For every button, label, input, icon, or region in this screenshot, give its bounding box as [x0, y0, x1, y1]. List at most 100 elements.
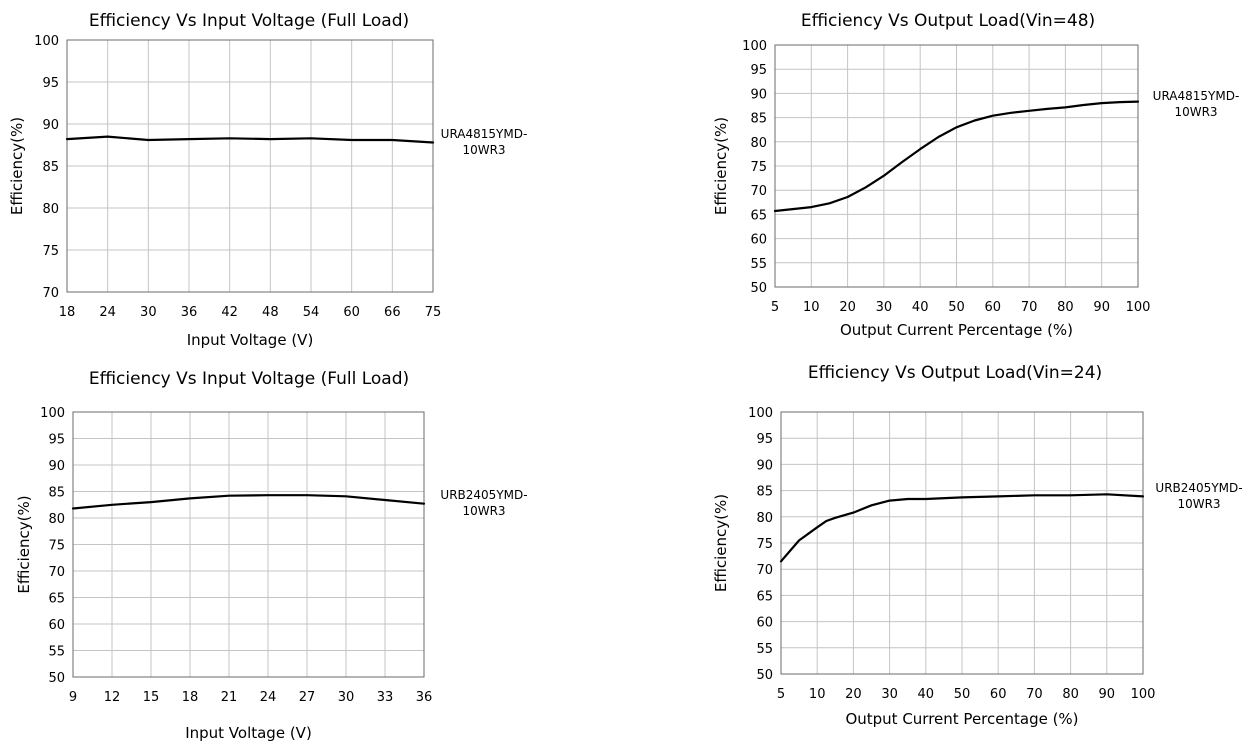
plot-frame — [780, 411, 1144, 675]
x-tick-label: 10 — [803, 300, 820, 315]
series-label-line: URA4815YMD- — [441, 127, 528, 141]
x-tick-label: 50 — [954, 687, 971, 702]
chart-2: Efficiency Vs Output Load(Vin=48) 50 55 60 6… — [712, 11, 1239, 339]
x-tick-label: 50 — [948, 300, 965, 315]
series-line-urb2405ymd-10wr3 — [779, 493, 1145, 563]
y-tick-label: 100 — [40, 406, 65, 421]
y-tick-label: 65 — [48, 592, 65, 607]
series-label: URA4815YMD- 10WR3 — [441, 127, 528, 157]
series-label-line: URB2405YMD- — [440, 488, 527, 502]
y-tick-label: 85 — [750, 112, 767, 127]
x-tick-label: 75 — [425, 305, 442, 320]
y-tick-label: 85 — [48, 486, 65, 501]
y-tick-label: 80 — [42, 202, 59, 217]
plot-frame — [66, 39, 434, 293]
y-tick-label: 80 — [756, 511, 773, 526]
gridlines — [72, 411, 425, 678]
x-tick-label: 30 — [338, 690, 355, 705]
y-tick-label: 70 — [750, 184, 767, 199]
y-tick-label: 95 — [756, 432, 773, 447]
x-tick-label: 18 — [182, 690, 199, 705]
y-tick-label: 55 — [756, 642, 773, 657]
plot-frame — [72, 411, 425, 678]
x-axis-label: Output Current Percentage (%) — [840, 321, 1073, 339]
y-tick-label: 70 — [48, 565, 65, 580]
y-tick-label: 50 — [750, 281, 767, 296]
chart-title: Efficiency Vs Output Load(Vin=24) — [808, 363, 1102, 383]
series-label-line: 10WR3 — [462, 143, 505, 157]
series-line-ura4815ymd-10wr3 — [773, 100, 1140, 213]
x-tick-label: 36 — [416, 690, 433, 705]
y-axis-label: Efficiency(%) — [712, 117, 730, 215]
y-tick-label: 80 — [750, 136, 767, 151]
x-tick-label: 42 — [221, 305, 238, 320]
y-tick-label: 65 — [750, 208, 767, 223]
x-axis-label: Input Voltage (V) — [187, 331, 314, 349]
x-tick-label: 24 — [260, 690, 277, 705]
gridlines — [780, 411, 1144, 675]
y-tick-label: 75 — [750, 160, 767, 175]
y-tick-label: 80 — [48, 512, 65, 527]
y-tick-label: 70 — [42, 286, 59, 301]
y-axis-label: Efficiency(%) — [8, 117, 26, 215]
x-tick-label: 90 — [1099, 687, 1116, 702]
x-axis-label: Output Current Percentage (%) — [845, 710, 1078, 728]
x-tick-label: 30 — [140, 305, 157, 320]
series-label-line: 10WR3 — [462, 504, 505, 518]
y-tick-label: 50 — [756, 668, 773, 683]
x-tick-label: 10 — [809, 687, 826, 702]
chart-4: Efficiency Vs Output Load(Vin=24) 50 55 60 6… — [712, 363, 1243, 728]
x-tick-label: 70 — [1026, 687, 1043, 702]
x-tick-label: 60 — [343, 305, 360, 320]
y-tick-label: 90 — [42, 118, 59, 133]
x-tick-label: 90 — [1093, 300, 1110, 315]
series-label: URA4815YMD- 10WR3 — [1153, 89, 1240, 119]
y-tick-label: 95 — [48, 433, 65, 448]
chart-1: Efficiency Vs Input Voltage (Full Load) 7… — [8, 11, 527, 349]
x-tick-label: 100 — [1126, 300, 1151, 315]
y-tick-label: 85 — [756, 485, 773, 500]
x-tick-label: 18 — [59, 305, 76, 320]
x-tick-label: 48 — [262, 305, 279, 320]
y-tick-label: 70 — [756, 563, 773, 578]
y-tick-label: 85 — [42, 160, 59, 175]
gridlines — [66, 39, 434, 293]
y-tick-label: 90 — [750, 87, 767, 102]
chart-3: Efficiency Vs Input Voltage (Full Load) 5… — [15, 369, 528, 742]
x-tick-label: 30 — [881, 687, 898, 702]
x-tick-label: 80 — [1057, 300, 1074, 315]
y-tick-label: 60 — [48, 618, 65, 633]
chart-title: Efficiency Vs Output Load(Vin=48) — [801, 11, 1095, 31]
y-tick-label: 75 — [48, 539, 65, 554]
x-tick-label: 66 — [384, 305, 401, 320]
y-tick-label: 60 — [756, 616, 773, 631]
chart-title: Efficiency Vs Input Voltage (Full Load) — [89, 11, 409, 31]
x-axis-label: Input Voltage (V) — [185, 724, 312, 742]
y-tick-label: 55 — [750, 257, 767, 272]
y-tick-label: 95 — [750, 63, 767, 78]
x-tick-label: 20 — [839, 300, 856, 315]
x-tick-label: 5 — [771, 300, 779, 315]
y-tick-label: 100 — [34, 34, 59, 49]
x-tick-label: 54 — [303, 305, 320, 320]
x-tick-label: 40 — [918, 687, 935, 702]
y-tick-label: 100 — [748, 406, 773, 421]
x-tick-label: 80 — [1062, 687, 1079, 702]
series-line-ura4815ymd-10wr3 — [65, 135, 435, 144]
series-line-urb2405ymd-10wr3 — [71, 494, 426, 510]
x-tick-label: 24 — [99, 305, 116, 320]
x-tick-label: 27 — [299, 690, 316, 705]
x-tick-label: 60 — [990, 687, 1007, 702]
x-tick-label: 70 — [1021, 300, 1038, 315]
series-label: URB2405YMD- 10WR3 — [1155, 481, 1242, 511]
y-tick-label: 60 — [750, 233, 767, 248]
series-label-line: 10WR3 — [1177, 497, 1220, 511]
series-label: URB2405YMD- 10WR3 — [440, 488, 527, 518]
x-tick-label: 21 — [221, 690, 238, 705]
x-tick-label: 36 — [181, 305, 198, 320]
y-tick-label: 75 — [756, 537, 773, 552]
y-tick-label: 90 — [48, 459, 65, 474]
y-tick-label: 55 — [48, 645, 65, 660]
x-tick-label: 5 — [777, 687, 785, 702]
